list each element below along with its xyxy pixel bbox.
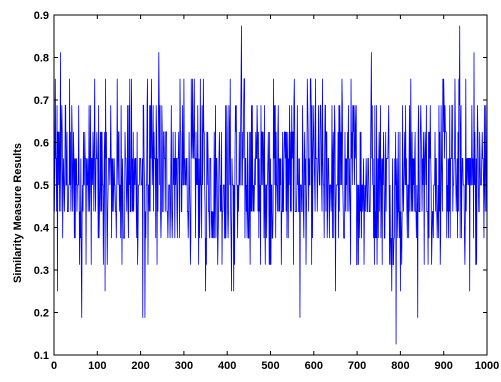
x-tick-label: 500 — [261, 360, 279, 372]
x-tick-label: 200 — [131, 360, 149, 372]
series-line — [53, 25, 488, 345]
y-tick-label: 0.8 — [34, 53, 49, 65]
y-axis-title: Similarity Measure Results — [12, 143, 24, 283]
y-tick-label: 0.9 — [34, 10, 49, 22]
y-tick-label: 0.6 — [34, 138, 49, 150]
x-tick-label: 900 — [435, 360, 453, 372]
y-tick-label: 0.5 — [34, 180, 49, 192]
x-tick-label: 800 — [391, 360, 409, 372]
plot-area — [53, 25, 488, 345]
y-tick-label: 0.1 — [34, 350, 49, 362]
x-tick-label: 1000 — [475, 360, 499, 372]
y-tick-label: 0.2 — [34, 308, 49, 320]
y-tick-label: 0.7 — [34, 95, 49, 107]
axes: 0 100 200 300 400 500 600 700 800 900 1000 0.1 0.2 0.… — [34, 10, 500, 372]
y-tick-label: 0.4 — [34, 223, 50, 235]
x-tick-label: 700 — [348, 360, 366, 372]
y-tick-label: 0.3 — [34, 265, 49, 277]
x-tick-label: 400 — [218, 360, 236, 372]
x-tick-label: 600 — [305, 360, 323, 372]
x-tick-label: 0 — [51, 360, 57, 372]
x-tick-label: 300 — [175, 360, 193, 372]
x-tick-label: 100 — [88, 360, 106, 372]
